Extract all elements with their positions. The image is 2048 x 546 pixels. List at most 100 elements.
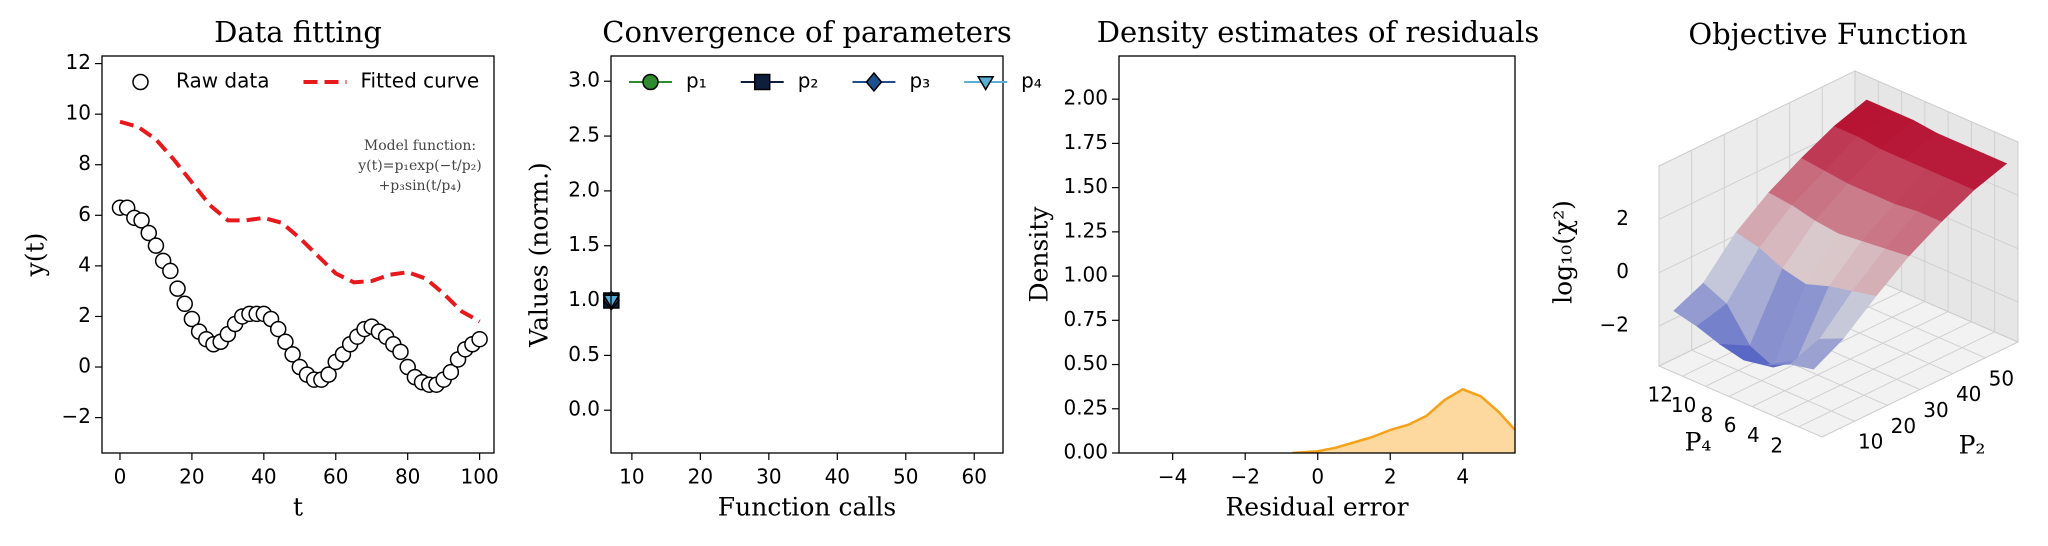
axes: Convergence of parameters Function calls V… [525, 15, 1042, 522]
plot-area [1292, 387, 1515, 453]
y-tick-label: 6 [78, 202, 91, 226]
axes-3d: Objective Function102030405024681012−202… [1549, 17, 2020, 460]
marker [284, 346, 301, 363]
z-tick-label: −2 [1600, 313, 1629, 337]
x-tick-label: 10 [1858, 430, 1883, 454]
x-axis-label: Function calls [718, 493, 896, 522]
y-tick-label: 6 [1724, 413, 1737, 437]
axes: Data fitting t y(t) 0 20 40 60 80 100 −2 0 2 4 6 8 10 12… [21, 15, 499, 522]
chart-title: Density estimates of residuals [1097, 15, 1539, 49]
marker [162, 262, 179, 280]
y-tick-label: 2.5 [568, 123, 600, 147]
y-tick-label: 0.25 [1063, 395, 1108, 419]
marker [176, 295, 193, 313]
y-axis-label: P₄ [1685, 428, 1712, 457]
marker [320, 366, 337, 383]
axes-frame [101, 55, 495, 454]
marker [140, 224, 158, 242]
y-tick-label: 0 [78, 354, 91, 378]
marker [442, 363, 460, 381]
x-tick-label: −4 [1158, 465, 1187, 489]
y-axis-label: Density [1025, 206, 1054, 303]
y-tick-label: 3.0 [568, 68, 600, 92]
legend-marker [132, 73, 149, 91]
x-tick-label: 80 [395, 465, 420, 489]
x-axis-label: t [293, 493, 303, 522]
y-tick-label: 1.00 [1063, 263, 1108, 287]
x-tick-label: 40 [825, 465, 850, 489]
x-tick-label: 60 [323, 465, 348, 489]
z-tick-label: 2 [1616, 206, 1629, 230]
grid-line [1798, 331, 1995, 428]
x-tick-label: 20 [1891, 414, 1916, 438]
legend-marker [753, 73, 771, 91]
y-tick-label: 12 [66, 50, 91, 74]
marker [169, 280, 186, 297]
x-tick-label: 100 [461, 465, 499, 489]
y-axis-label: y(t) [21, 233, 50, 278]
x-tick-label: 2 [1384, 465, 1397, 489]
x-axis-label: Residual error [1225, 493, 1408, 522]
legend-label: p₁ [686, 69, 707, 93]
z-axis-label: log₁₀(χ²) [1549, 200, 1578, 304]
legend-label: p₃ [909, 69, 930, 93]
y-tick-label: 0.00 [1063, 440, 1108, 464]
y-tick-label: 2.0 [568, 177, 600, 201]
x-tick-label: 20 [179, 465, 204, 489]
annotation: Model function: [364, 138, 476, 154]
legend-label: Fitted curve [360, 69, 479, 93]
marker [147, 237, 165, 254]
marker [133, 212, 150, 229]
plot-area [119, 119, 481, 324]
legend-label: Raw data [176, 69, 269, 93]
y-tick-label: 1.0 [568, 287, 600, 311]
y-tick-label: 10 [1671, 393, 1696, 417]
legend-marker [976, 76, 995, 91]
x-axis-label: P₂ [1959, 431, 1986, 460]
chart-title: Objective Function [1688, 17, 1967, 51]
x-tick-label: 40 [1956, 382, 1981, 406]
x-tick-label: 0 [1311, 465, 1324, 489]
y-tick-label: 8 [1700, 403, 1713, 427]
chart-title: Data fitting [214, 15, 382, 49]
axes-frame [610, 55, 1004, 454]
x-tick-label: 30 [1923, 398, 1948, 422]
y-tick-label: 0.0 [568, 397, 600, 421]
x-tick-label: 0 [114, 465, 127, 489]
y-tick-label: 0.5 [568, 342, 600, 366]
grid-line [1751, 311, 1949, 408]
z-tick-label: 0 [1616, 259, 1629, 283]
grid-line [1775, 321, 1972, 418]
y-tick-label: 1.75 [1063, 130, 1108, 154]
series-line [119, 119, 481, 324]
y-axis-label: Values (norm.) [525, 162, 554, 348]
y-tick-label: 12 [1648, 383, 1673, 407]
y-tick-label: 2 [1770, 433, 1783, 457]
y-tick-label: 0.50 [1063, 351, 1108, 375]
marker [183, 310, 201, 328]
axes: Density estimates of residuals Residual e… [1025, 15, 1540, 522]
marker [277, 333, 294, 350]
y-tick-label: 1.25 [1063, 218, 1108, 242]
x-tick-label: 4 [1456, 465, 1469, 489]
x-tick-label: 50 [1989, 366, 2014, 390]
x-tick-label: 50 [893, 465, 918, 489]
x-tick-label: 20 [688, 465, 713, 489]
y-tick-label: 2.00 [1063, 86, 1108, 110]
y-tick-label: 2 [78, 303, 91, 327]
annotation: y(t)=p₁exp(−t/p₂) [357, 158, 481, 174]
area-line [1292, 387, 1515, 453]
annotation: +p₃sin(t/p₄) [379, 178, 462, 194]
legend-marker [865, 71, 883, 93]
marker [392, 343, 409, 361]
y-tick-label: 8 [78, 151, 91, 175]
y-tick-label: 1.50 [1063, 174, 1108, 198]
x-tick-label: −2 [1230, 465, 1259, 489]
area-fill [1292, 389, 1515, 453]
marker [471, 330, 488, 348]
chart-title: Convergence of parameters [602, 15, 1011, 49]
x-tick-label: 10 [619, 465, 644, 489]
y-tick-label: 4 [1747, 423, 1760, 447]
x-tick-label: 40 [251, 465, 276, 489]
